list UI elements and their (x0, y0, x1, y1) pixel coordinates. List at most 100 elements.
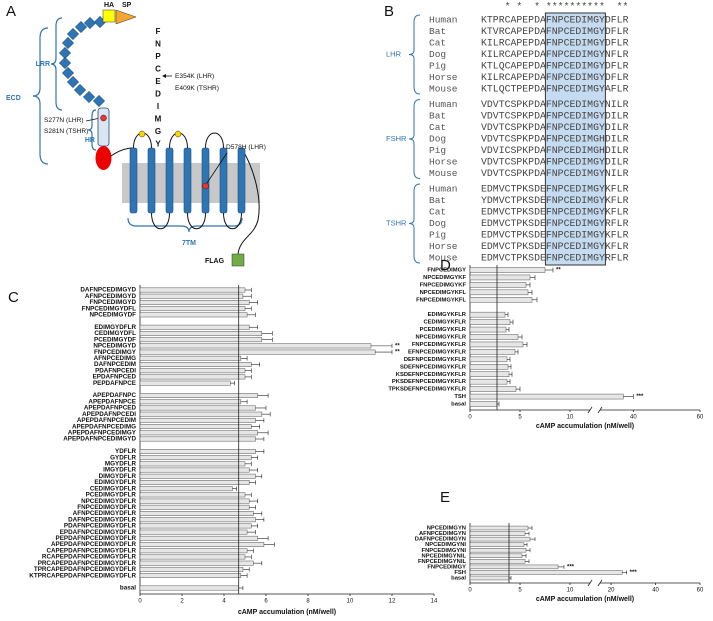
sequence: DFLR (605, 38, 629, 49)
y-tick-label: TPRCAPEPDAFNPCEDIMGYDFLR (34, 566, 137, 573)
mutation-site (100, 114, 107, 122)
species: Human (429, 184, 458, 195)
sequence: EDMVCTPKSDE (481, 230, 546, 241)
x-tick-label: 12 (389, 599, 396, 605)
x-axis-title: cAMP accumulation (nM/well) (536, 596, 634, 603)
y-tick-label: APEPDAFNPCEDIM (77, 417, 136, 424)
group-bracket (408, 99, 421, 179)
bar (139, 380, 231, 386)
bar (469, 282, 527, 288)
y-tick-label: PDAFNPCEDI (95, 367, 136, 374)
y-tick-label: NPCEDIMGYD (93, 343, 136, 350)
x-axis-title: cAMP accumulation (nM/well) (536, 423, 634, 430)
motif-letter: Y (155, 140, 161, 149)
y-tick-label: FNPCEDIMGYD (89, 299, 136, 306)
bar (469, 386, 517, 392)
bar (469, 570, 623, 575)
lrr-label: LRR (36, 61, 50, 68)
sequence: KFLR (605, 184, 629, 195)
sequence-motif: FNPCEDIMGY (546, 253, 605, 264)
mutation-site (202, 182, 209, 190)
y-tick-label: FNPCEDIMGYNIL (418, 559, 466, 565)
mutation-label: S277N (LHR) (44, 117, 84, 124)
y-tick-label: AFNPCEDIMG (94, 355, 136, 362)
sequence: KFLR (605, 195, 629, 206)
species: Pig (429, 230, 446, 241)
species: Cat (429, 38, 446, 49)
x-axis-title: cAMP accumulation (nM/well) (238, 609, 336, 616)
y-tick-label: NPCEDIMGYKFL (420, 290, 467, 296)
bar (469, 364, 509, 370)
y-tick-label: NPCEDIMGYKF (423, 275, 466, 281)
y-tick-label: PRCAPEPDAFNPCEDIMGYDFLR (38, 560, 137, 567)
species: Mouse (429, 253, 458, 264)
species: Bat (429, 111, 446, 122)
bar (469, 334, 519, 340)
sequence-motif: FNPCEDIMGY (546, 207, 605, 218)
bar (139, 430, 258, 436)
y-tick-label: APEPDAFNPCEDIMG (72, 423, 136, 430)
ha-tag (102, 9, 116, 23)
y-tick-label: NPCEDIMGYN (427, 526, 466, 532)
ecd-bracket (32, 27, 49, 165)
y-tick-label: YDFLR (115, 448, 136, 455)
signal-peptide (115, 9, 137, 25)
sequence: VDVTCSPKPDA (481, 111, 546, 122)
y-tick-label: PCEDIMGYDFLR (86, 492, 137, 499)
sequence: KTVRCAPEPDA (481, 26, 546, 37)
bar (139, 585, 239, 591)
motif-letter: C (155, 65, 161, 74)
y-tick-label: EDIMGYDFLR (94, 324, 136, 331)
x-tick-label: 20 (608, 588, 615, 594)
y-tick-label: CEDIMGYKFLR (423, 320, 466, 326)
species: Bat (429, 26, 446, 37)
sequence: RFLR (605, 253, 629, 264)
species: Horse (429, 157, 458, 168)
bar (139, 306, 246, 312)
axis-break (597, 579, 603, 587)
bar (139, 455, 252, 461)
y-tick-label: FNPCEDIMGYDFLR (77, 504, 136, 511)
group-label: LHR (386, 49, 402, 58)
y-tick-label: DAFNPCEDIMGYDFLR (68, 516, 136, 523)
x-tick-label: 0 (468, 415, 472, 421)
sequence: VDVTCSPKPDA (481, 168, 546, 179)
bar (139, 417, 256, 423)
y-tick-label: NPCEDIMGYDFLR (81, 498, 136, 505)
x-tick-label: 4 (222, 599, 226, 605)
receptor-diagram: A ECD LRR HR 7TM HA SP (6, 2, 266, 267)
significance: *** (567, 564, 575, 570)
sequence-motif: FNPCEDIMGY (546, 122, 605, 133)
lrr-repeats (58, 15, 107, 108)
motif-letter: M (155, 115, 162, 124)
y-tick-label: NPCEDIMGYNI (425, 542, 466, 548)
y-tick-label: PCEDIMGYKFLR (420, 327, 467, 333)
bar (139, 535, 258, 541)
bar (469, 531, 526, 536)
y-tick-label: FNPCEDIMGY (427, 268, 466, 274)
species: Pig (429, 145, 446, 156)
bar (139, 393, 258, 398)
sequence-motif: FNPCEDIMGY (546, 111, 605, 122)
y-tick-label: DAFNPCEDIMGYD (80, 287, 136, 294)
bar (139, 573, 242, 579)
bar (139, 529, 248, 535)
y-tick-label: FNPCEDIMGY (94, 349, 137, 356)
bar (469, 349, 516, 355)
sequence: EDMVCTPKSDE (481, 184, 546, 195)
bar (139, 548, 248, 554)
lrr-bracket (50, 17, 63, 111)
sequence-motif: FNPCEDIMGY (546, 218, 605, 229)
y-tick-label: NPCEDIMGYKFLR (415, 335, 466, 341)
sequence: KTLQCTPEPDA (481, 84, 546, 95)
sequence: DFLR (605, 15, 629, 26)
species: Mouse (429, 84, 458, 95)
conservation-row: * * * ********** ** (481, 2, 628, 13)
cysteine-box (95, 146, 112, 170)
sequence-motif: FNPCEDIMGY (546, 184, 605, 195)
significance: *** (630, 570, 638, 576)
bar (469, 401, 498, 407)
species: Horse (429, 72, 458, 83)
bar (469, 274, 531, 281)
y-tick-label: AFNPCEDIMGYDFLR (73, 510, 137, 517)
